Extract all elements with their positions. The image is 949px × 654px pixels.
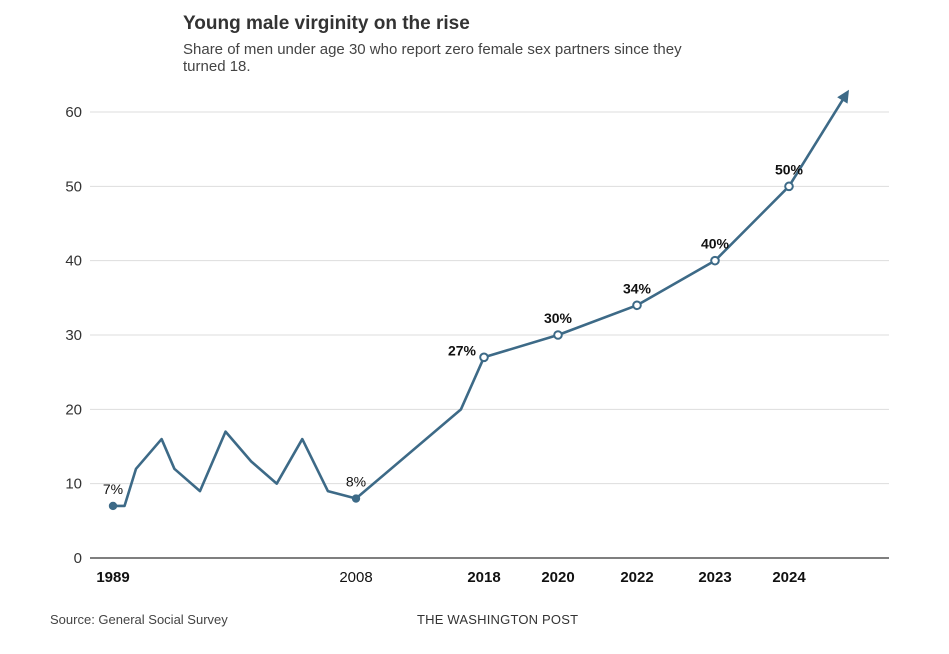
y-tick-label: 30 — [65, 327, 82, 344]
data-point-marker — [479, 352, 489, 363]
projection-line — [787, 97, 845, 188]
data-point-marker — [108, 501, 118, 511]
data-label: 50% — [775, 161, 804, 177]
data-point-marker — [632, 300, 642, 311]
y-axis-ticks: 0 10 20 30 40 50 60 — [65, 104, 82, 567]
publisher-credit: THE WASHINGTON POST — [417, 612, 579, 627]
y-tick-label: 60 — [65, 104, 82, 121]
series — [113, 89, 849, 508]
chart-subtitle: Share of men under age 30 who report zer… — [183, 41, 682, 75]
x-axis-ticks: 1989 2008 2018 2020 2022 2023 2024 — [96, 569, 806, 586]
y-tick-label: 50 — [65, 178, 82, 195]
data-label: 27% — [448, 342, 477, 358]
gridlines — [90, 111, 889, 559]
y-tick-label: 40 — [65, 253, 82, 270]
projection-arrowhead — [837, 89, 849, 104]
y-tick-label: 20 — [65, 401, 82, 418]
data-point-marker — [784, 181, 794, 192]
data-label: 7% — [103, 481, 123, 497]
x-tick-label: 2018 — [467, 569, 500, 586]
data-label: 34% — [623, 280, 652, 296]
markers — [108, 181, 794, 511]
x-tick-label: 2023 — [698, 569, 731, 586]
data-point-marker — [351, 494, 361, 503]
x-tick-label: 2008 — [339, 569, 372, 586]
x-tick-label: 2022 — [620, 569, 653, 586]
data-point-marker — [710, 255, 720, 266]
data-label: 30% — [544, 310, 573, 326]
data-point-marker — [553, 330, 563, 340]
y-tick-label: 10 — [65, 476, 82, 493]
chart-title: Young male virginity on the rise — [183, 13, 470, 34]
x-tick-label: 1989 — [96, 569, 129, 586]
series-line — [113, 185, 790, 508]
y-tick-label: 0 — [74, 550, 82, 567]
data-label: 40% — [701, 236, 730, 252]
x-tick-label: 2024 — [772, 569, 806, 586]
source-note: Source: General Social Survey — [50, 612, 228, 627]
data-labels: 7% 8% 27% 30% 34% 40% 50% — [103, 161, 804, 497]
x-tick-label: 2020 — [541, 569, 574, 586]
data-label: 8% — [346, 474, 366, 490]
